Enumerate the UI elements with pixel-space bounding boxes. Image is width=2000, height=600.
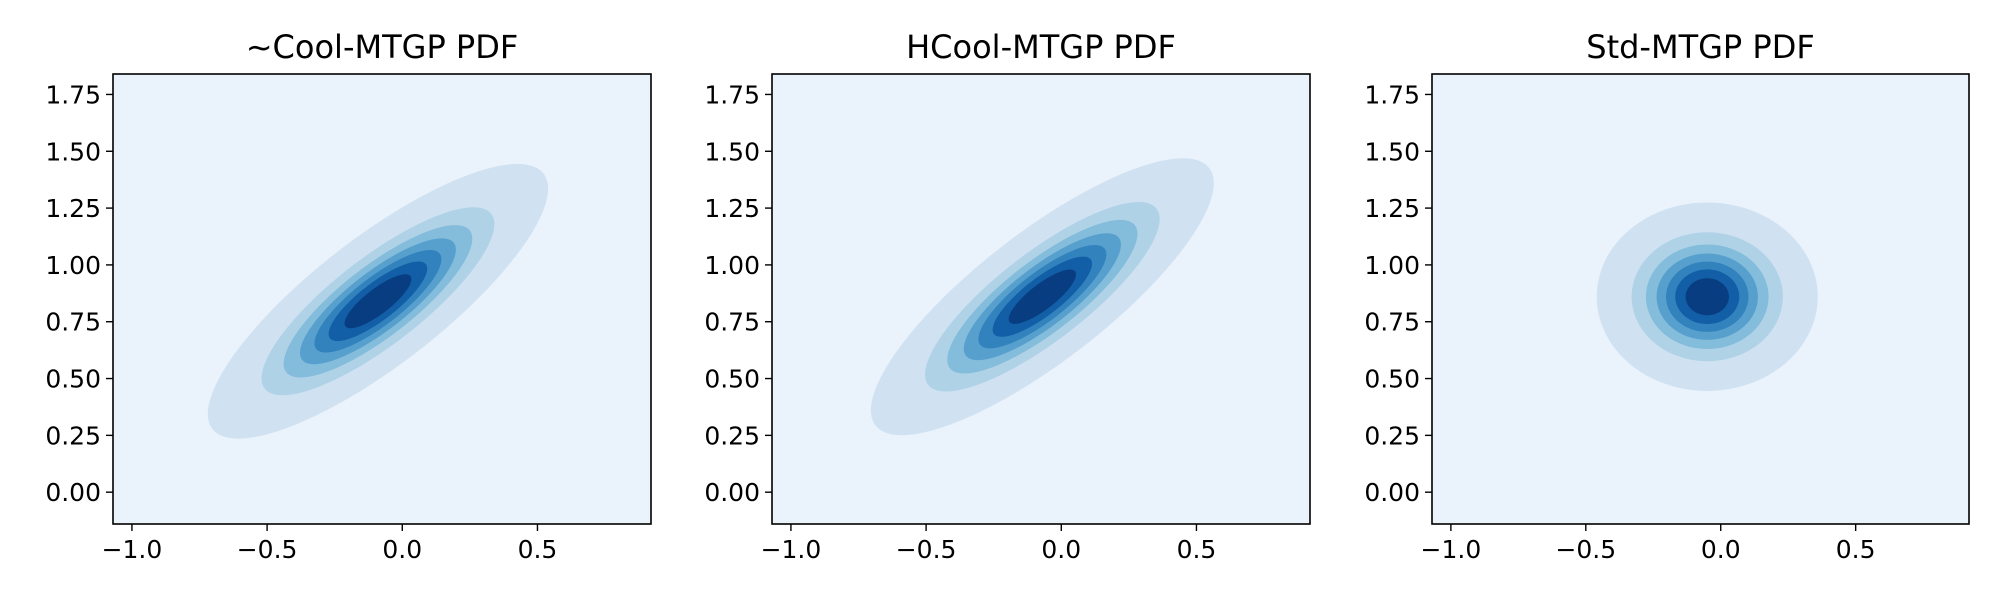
x-tick-label: 0.0 (382, 535, 422, 564)
y-tick-label: 1.00 (45, 251, 101, 280)
y-tick-label: 0.00 (704, 478, 760, 507)
panel-3: Std-MTGP PDF −1.0 −0.5 0.0 0.5 0.00 0.25 0.50 0.… (1364, 28, 1970, 564)
y-tick-label: 1.50 (45, 137, 101, 166)
y-tick-label: 1.25 (1364, 194, 1420, 223)
y-tick-label: 1.00 (1364, 251, 1420, 280)
contour-level-7 (1685, 278, 1729, 316)
y-tick-label: 0.00 (1364, 478, 1420, 507)
x-tick-label: 0.0 (1041, 535, 1081, 564)
y-tick-label: 1.75 (704, 80, 760, 109)
y-tick-label: 1.25 (45, 194, 101, 223)
y-tick-label: 0.00 (45, 478, 101, 507)
x-tick-label: −0.5 (237, 535, 298, 564)
panel-2: HCool-MTGP PDF −1.0 −0.5 0.0 0.5 0.00 0.25 0.50… (704, 28, 1311, 564)
y-tick-label: 0.25 (1364, 421, 1420, 450)
y-tick-label: 1.75 (1364, 80, 1420, 109)
axes-frame (1431, 73, 1970, 525)
y-tick-label: 0.75 (1364, 308, 1420, 337)
contour-level-7 (1008, 269, 1077, 324)
y-tick-label: 1.00 (704, 251, 760, 280)
y-tick-label: 0.50 (45, 365, 101, 394)
axes-frame (112, 73, 652, 525)
y-tick-label: 1.50 (704, 137, 760, 166)
y-tick-label: 0.75 (704, 308, 760, 337)
x-tick-label: 0.0 (1701, 535, 1741, 564)
y-tick-label: 1.50 (1364, 137, 1420, 166)
contour-level-7 (344, 274, 412, 329)
x-tick-label: −1.0 (1421, 535, 1482, 564)
x-tick-label: −1.0 (102, 535, 163, 564)
x-tick-label: 0.5 (1177, 535, 1217, 564)
panel-title: Std-MTGP PDF (1586, 28, 1814, 66)
axes-frame (771, 73, 1311, 525)
panel-title: HCool-MTGP PDF (906, 28, 1176, 66)
y-tick-label: 0.50 (704, 365, 760, 394)
y-tick-label: 0.75 (45, 308, 101, 337)
panel-title: ~Cool-MTGP PDF (246, 28, 519, 66)
y-tick-label: 0.50 (1364, 365, 1420, 394)
y-tick-label: 0.25 (45, 421, 101, 450)
y-tick-label: 0.25 (704, 421, 760, 450)
y-tick-label: 1.75 (45, 80, 101, 109)
y-tick-label: 1.25 (704, 194, 760, 223)
x-tick-label: −1.0 (761, 535, 822, 564)
x-tick-label: −0.5 (1555, 535, 1616, 564)
x-tick-label: 0.5 (1836, 535, 1876, 564)
panel-1: ~Cool-MTGP PDF −1.0 −0.5 0.0 0.5 0.00 0.25 0.50… (45, 28, 652, 564)
x-tick-label: 0.5 (518, 535, 558, 564)
x-tick-label: −0.5 (896, 535, 957, 564)
